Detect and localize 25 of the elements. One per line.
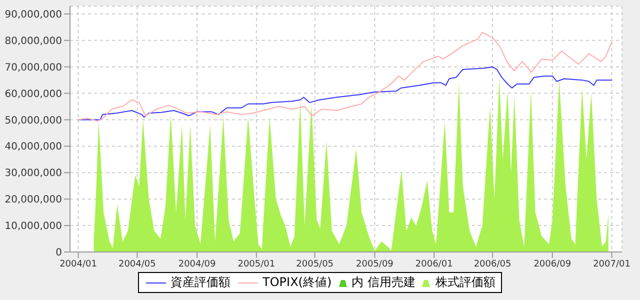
y-tick-label: 30,000,000 xyxy=(4,168,62,180)
y-tick-label: 0 xyxy=(56,248,62,259)
x-tick-label: 2005/01 xyxy=(238,259,276,270)
legend-label: 株式評価額 xyxy=(435,274,496,291)
x-tick-label: 2004/05 xyxy=(118,259,156,270)
x-tick-label: 2006/09 xyxy=(534,259,572,270)
y-tick-label: 10,000,000 xyxy=(4,221,62,232)
legend-label: 内 信用売建 xyxy=(352,274,416,291)
y-tick-label: 80,000,000 xyxy=(4,36,62,47)
y-tick-label: 60,000,000 xyxy=(4,88,62,100)
x-tick-label: 2006/05 xyxy=(474,259,512,270)
y-tick-label: 50,000,000 xyxy=(4,115,62,126)
x-tick-label: 2004/01 xyxy=(60,259,97,270)
x-tick-label: 2006/01 xyxy=(415,259,453,270)
y-tick-label: 90,000,000 xyxy=(4,9,62,20)
y-tick-label: 70,000,000 xyxy=(4,62,62,74)
x-tick-label: 2005/09 xyxy=(356,259,394,270)
line-series xyxy=(78,32,612,122)
x-tick-label: 2007/01 xyxy=(593,259,630,270)
x-tick-label: 2004/09 xyxy=(178,259,216,270)
legend-label: TOPIX(終値) xyxy=(262,274,332,291)
y-tick-label: 40,000,000 xyxy=(4,142,62,153)
legend-label: 資産評価額 xyxy=(170,274,231,291)
y-tick-label: 20,000,000 xyxy=(4,194,62,206)
x-tick-label: 2005/05 xyxy=(296,259,334,270)
